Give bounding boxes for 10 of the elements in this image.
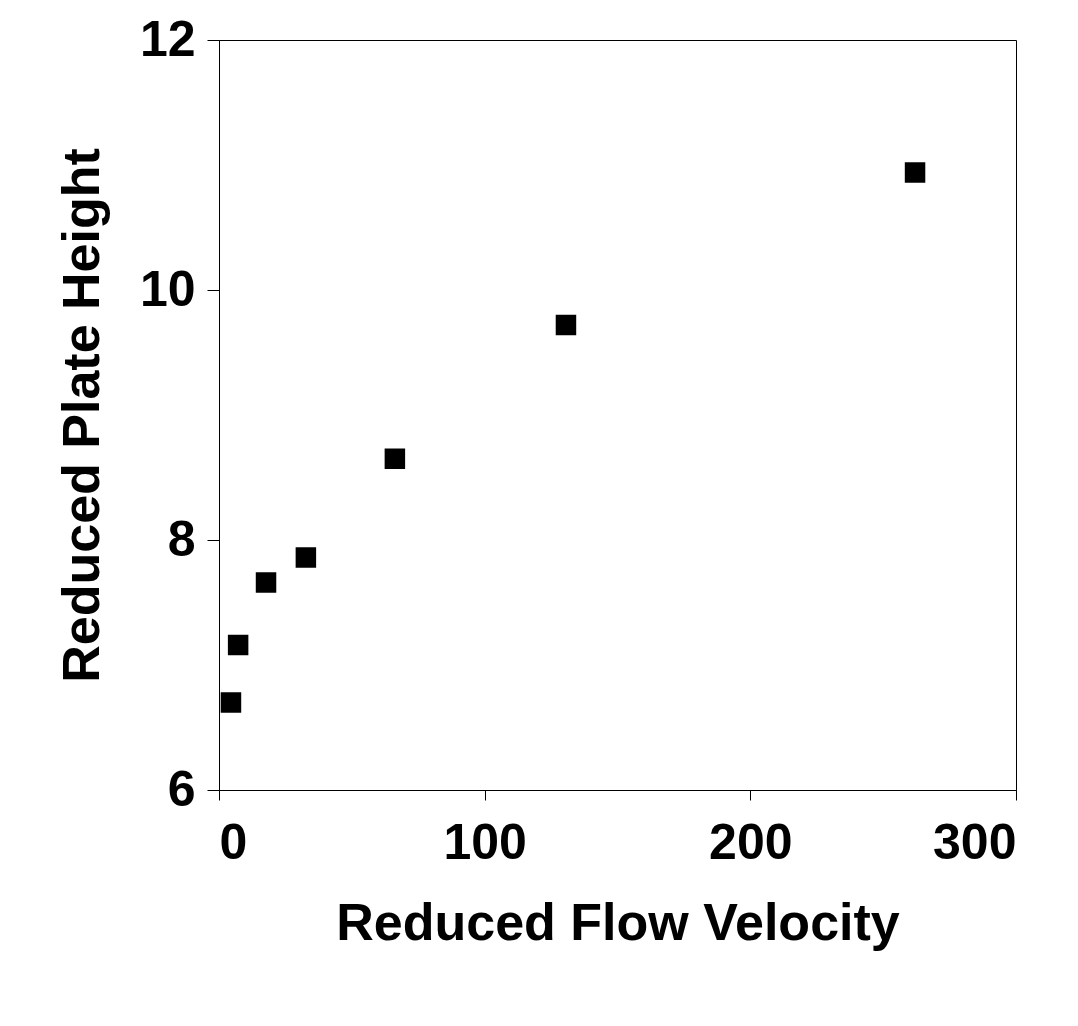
x-axis-title: Reduced Flow Velocity [336,892,900,951]
y-tick-label: 12 [139,10,196,67]
x-tick-label: 0 [219,813,248,870]
x-tick-label: 200 [709,813,793,870]
y-axis-title: Reduced Plate Height [51,148,110,683]
y-tick-label: 10 [139,260,196,317]
x-tick-label: 300 [933,813,1017,870]
y-tick-label: 8 [167,510,196,567]
y-tick-label: 6 [167,760,196,817]
x-tick-label: 100 [443,813,527,870]
